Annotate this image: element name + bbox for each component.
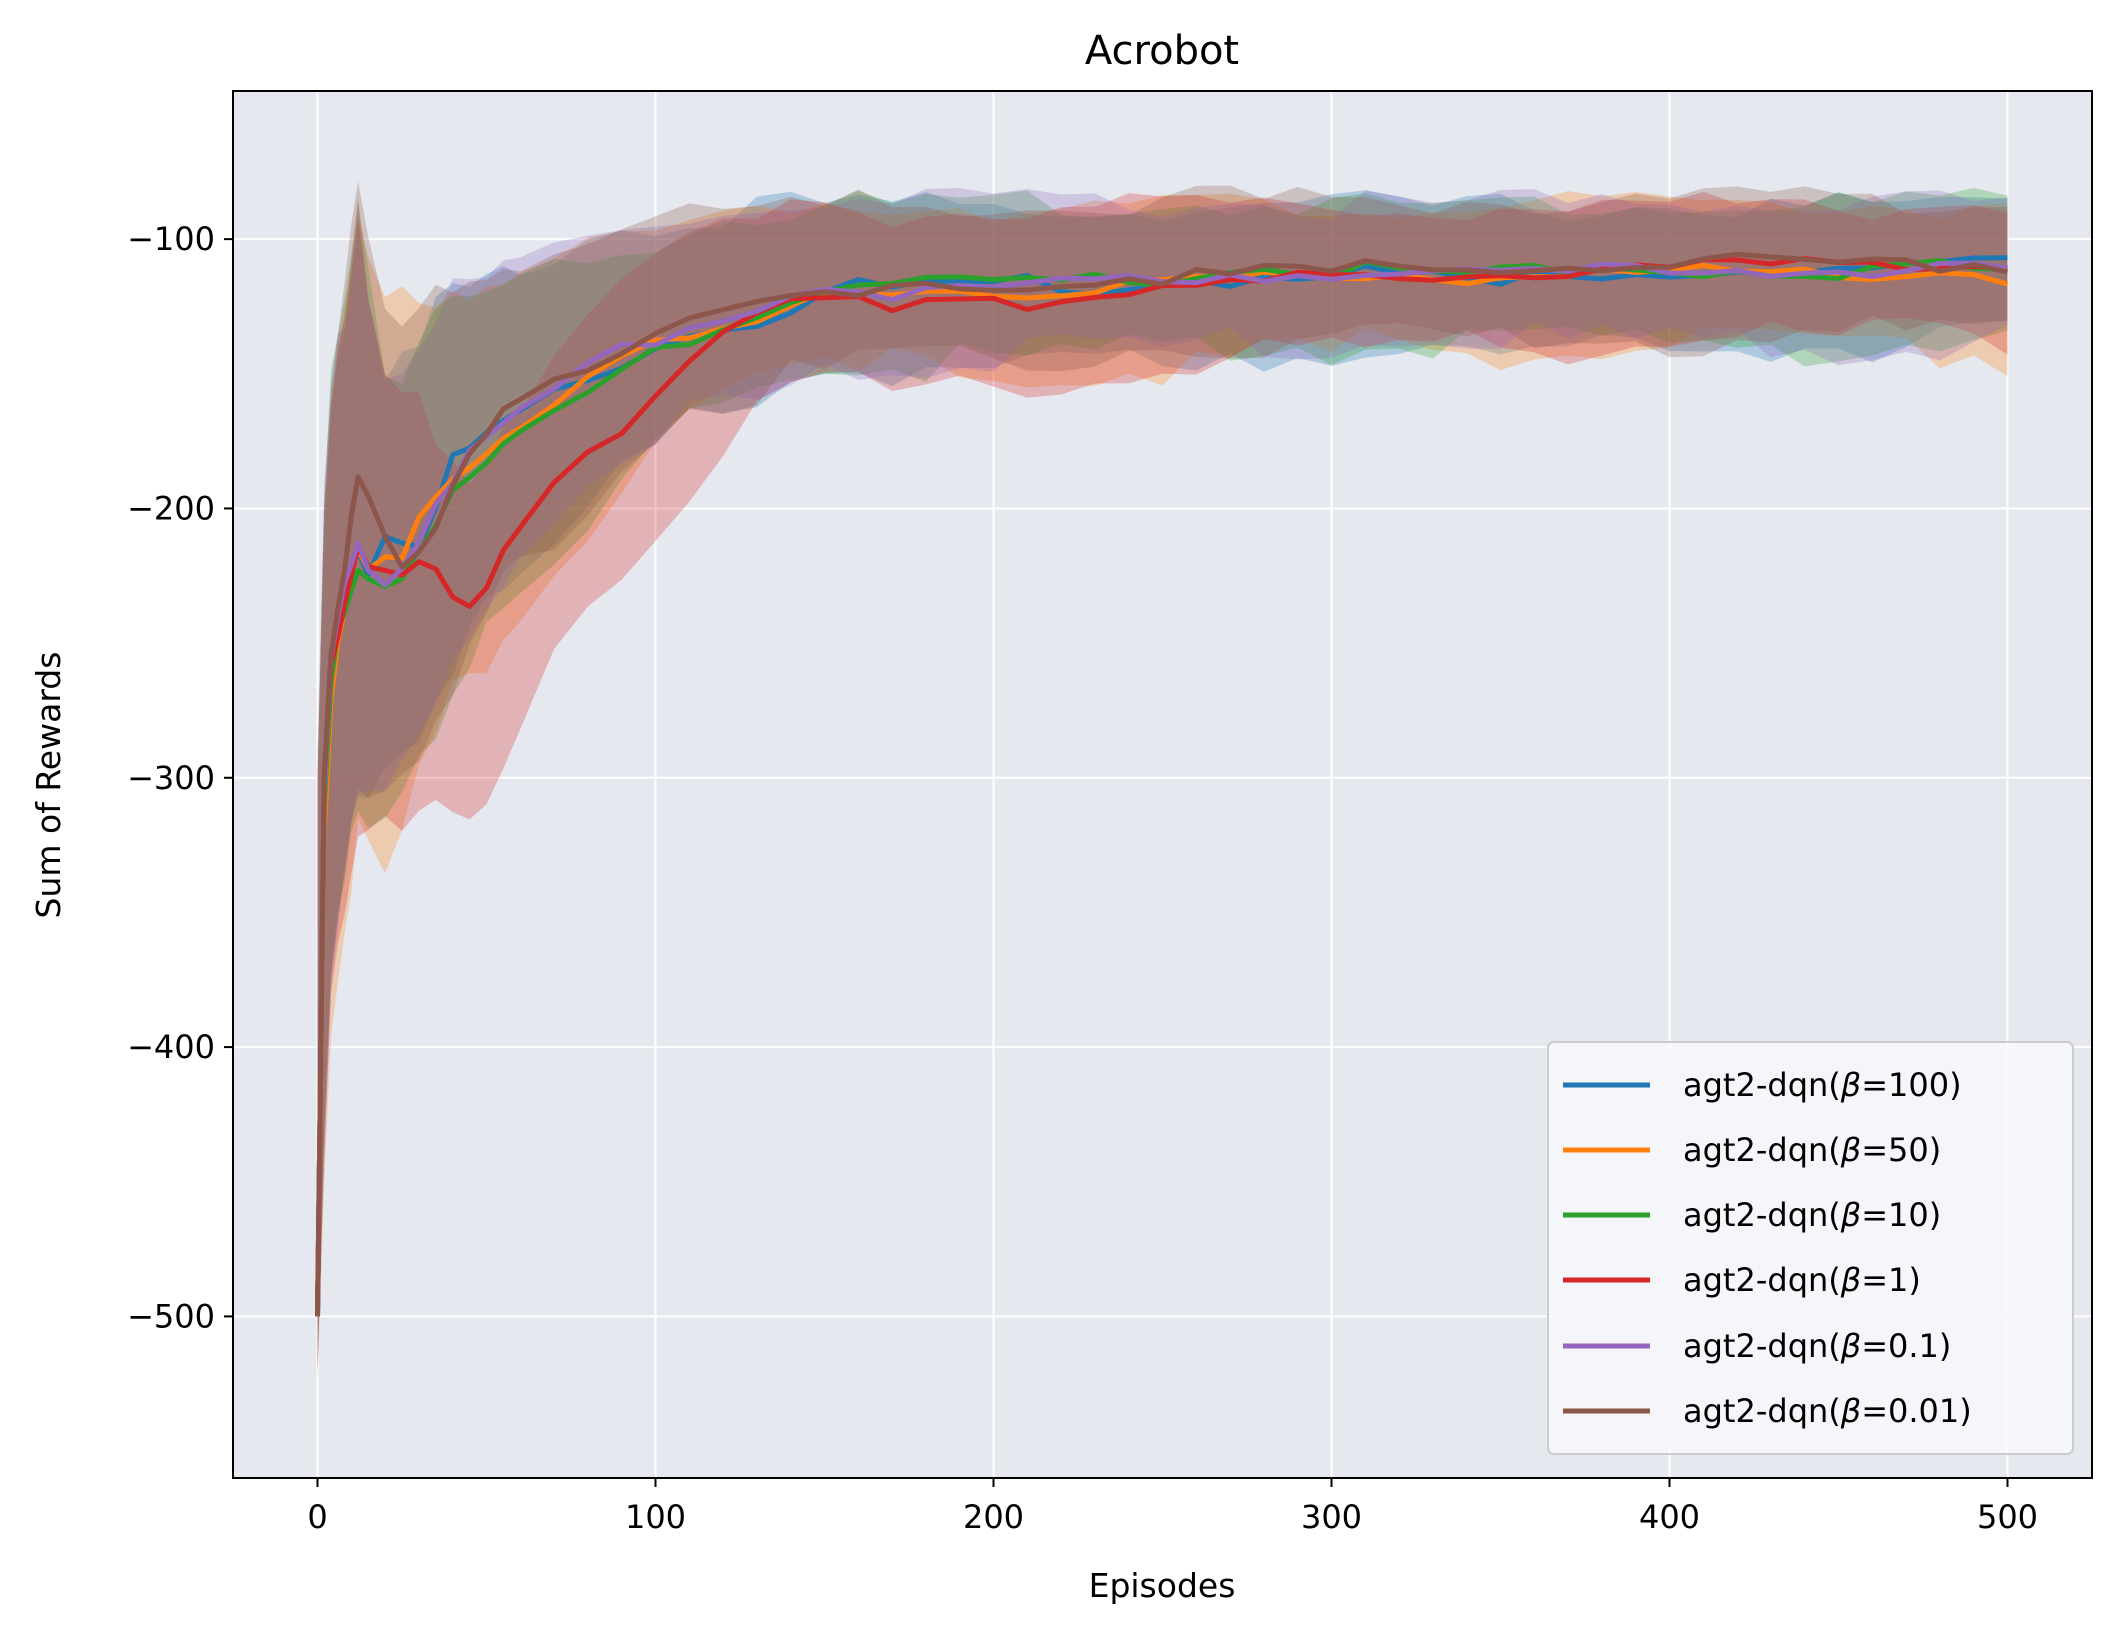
legend-label-param: β [1840, 1327, 1861, 1365]
x-tick-label: 400 [1639, 1498, 1700, 1536]
legend-label-4: agt2-dqn(β=0.1) [1683, 1327, 1951, 1365]
y-axis-title: Sum of Rewards [29, 652, 68, 919]
legend-label-suffix: =50) [1861, 1131, 1941, 1169]
line-series-5 [315, 251, 2009, 1317]
series-lines [315, 251, 2009, 1317]
legend-label-param: β [1840, 1261, 1861, 1299]
legend-label-param: β [1840, 1066, 1861, 1104]
x-tick-label: 0 [307, 1498, 327, 1536]
legend-label-prefix: agt2-dqn( [1683, 1131, 1841, 1169]
x-tick-label: 500 [1977, 1498, 2038, 1536]
x-tick-label: 200 [963, 1498, 1024, 1536]
y-tick-label: −200 [127, 489, 215, 527]
band-series-1 [317, 191, 2008, 1384]
legend-label-0: agt2-dqn(β=100) [1683, 1066, 1962, 1104]
y-tick-label: −100 [127, 220, 215, 258]
x-axis-title: Episodes [1089, 1566, 1236, 1605]
legend-label-suffix: =0.01) [1861, 1392, 1972, 1430]
y-tick-label: −400 [127, 1028, 215, 1066]
legend-label-2: agt2-dqn(β=10) [1683, 1196, 1941, 1234]
y-tick-label: −300 [127, 759, 215, 797]
legend-label-param: β [1840, 1392, 1861, 1430]
legend-label-param: β [1840, 1196, 1861, 1234]
legend-label-prefix: agt2-dqn( [1683, 1066, 1841, 1104]
plot-frame [232, 90, 2093, 1479]
x-tick-label: 300 [1301, 1498, 1362, 1536]
confidence-bands [317, 181, 2008, 1384]
legend-label-prefix: agt2-dqn( [1683, 1261, 1841, 1299]
band-series-5 [317, 181, 2008, 1344]
x-axis-ticks: 0 100 200 300 400 500 [307, 1478, 2038, 1536]
legend-label-suffix: =100) [1861, 1066, 1961, 1104]
band-series-0 [317, 190, 2008, 1371]
y-tick-label: −500 [127, 1297, 215, 1335]
y-axis-ticks: −100 −200 −300 −400 −500 [127, 220, 233, 1335]
legend-label-1: agt2-dqn(β=50) [1683, 1131, 1941, 1169]
legend-label-5: agt2-dqn(β=0.01) [1683, 1392, 1972, 1430]
grid [233, 91, 2092, 1478]
line-series-4 [315, 260, 2008, 1317]
legend-label-suffix: =1) [1861, 1261, 1921, 1299]
legend: agt2-dqn(β=100)agt2-dqn(β=50)agt2-dqn(β=… [1547, 1041, 2074, 1455]
chart-title: Acrobot [1085, 28, 1239, 74]
legend-label-prefix: agt2-dqn( [1683, 1196, 1841, 1234]
legend-label-3: agt2-dqn(β=1) [1683, 1261, 1921, 1299]
legend-box [1547, 1041, 2074, 1455]
legend-label-suffix: =0.1) [1861, 1327, 1951, 1365]
legend-label-suffix: =10) [1861, 1196, 1941, 1234]
legend-label-param: β [1840, 1131, 1861, 1169]
band-series-4 [317, 188, 2008, 1371]
band-series-3 [317, 191, 2008, 1371]
band-series-2 [317, 187, 2008, 1371]
x-tick-label: 100 [625, 1498, 686, 1536]
legend-label-prefix: agt2-dqn( [1683, 1392, 1841, 1430]
legend-label-prefix: agt2-dqn( [1683, 1327, 1841, 1365]
